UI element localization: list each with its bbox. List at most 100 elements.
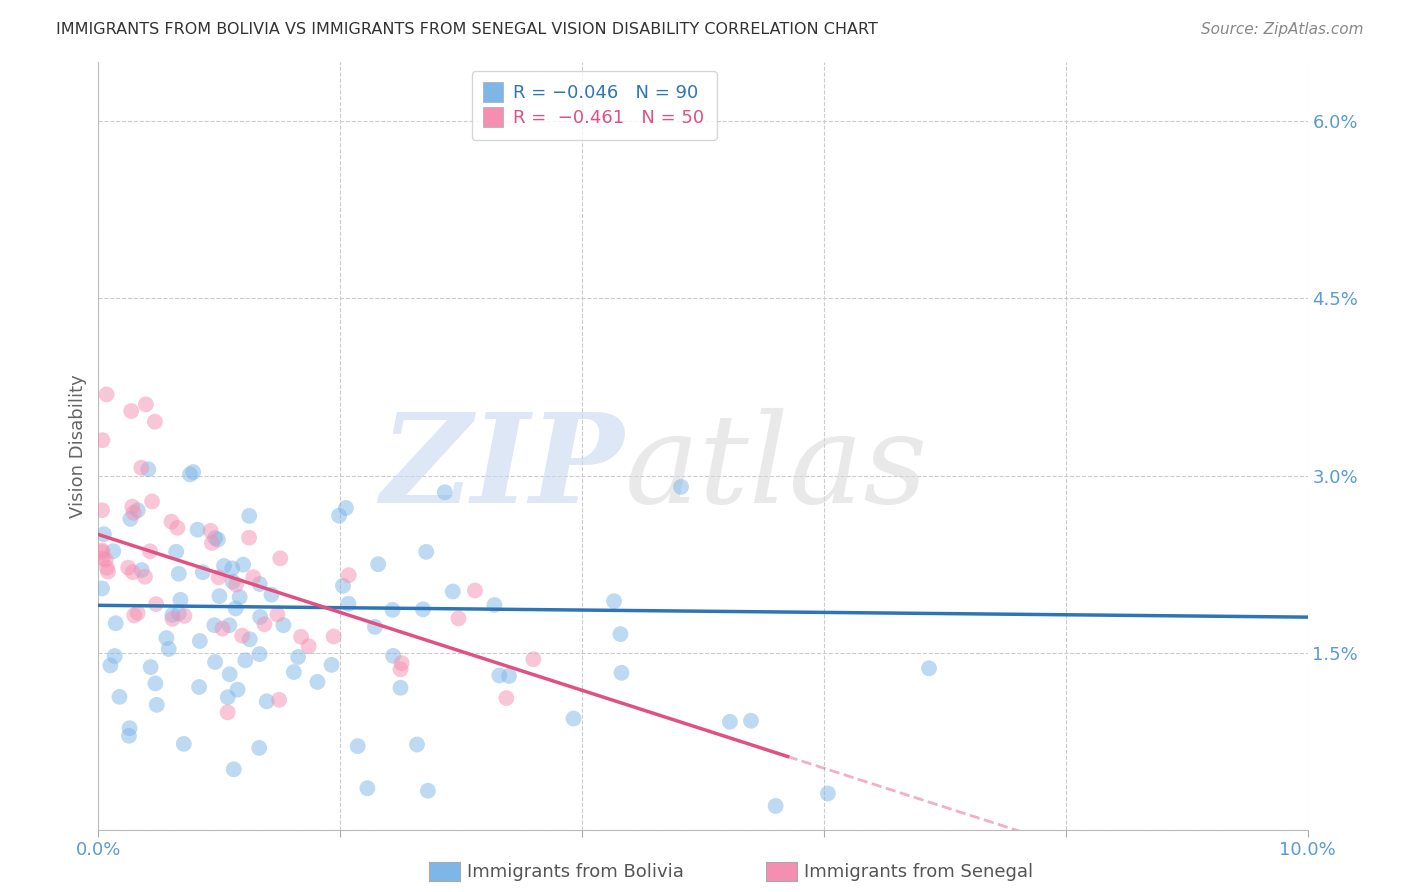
Point (382, 648, 405, 663)
Point (447, 611, 470, 625)
Point (266, 607, 288, 622)
Point (495, 691, 517, 706)
Point (488, 668, 510, 682)
Point (91, 543, 114, 558)
Point (222, 763, 245, 777)
Point (131, 563, 153, 577)
Point (287, 650, 309, 665)
Point (143, 415, 166, 429)
Point (217, 706, 239, 720)
Point (91, 582, 114, 596)
Point (232, 558, 254, 572)
Point (225, 601, 247, 615)
Point (108, 690, 131, 704)
Point (91, 551, 114, 566)
Point (242, 570, 264, 584)
Point (332, 579, 354, 593)
Point (484, 598, 506, 612)
Point (335, 500, 357, 515)
Point (391, 656, 413, 670)
Point (522, 652, 544, 666)
Point (217, 690, 239, 705)
Point (669, 480, 692, 494)
Point (415, 545, 437, 559)
Point (238, 531, 260, 545)
Point (267, 693, 290, 707)
Point (218, 667, 240, 681)
Point (356, 781, 378, 796)
Point (290, 630, 312, 644)
Point (412, 602, 434, 616)
Point (179, 467, 201, 482)
Point (367, 558, 389, 572)
Point (464, 583, 486, 598)
Point (231, 629, 253, 643)
Point (249, 577, 271, 591)
Point (162, 607, 184, 622)
Point (120, 404, 142, 418)
Point (256, 694, 278, 708)
Point (228, 590, 250, 604)
Point (222, 574, 245, 589)
Point (129, 460, 152, 475)
Point (283, 665, 305, 679)
Point (122, 608, 145, 623)
Point (97, 565, 120, 579)
Point (406, 738, 429, 752)
Point (117, 560, 139, 574)
Point (121, 565, 143, 579)
Point (328, 508, 350, 523)
Point (118, 729, 141, 743)
Point (249, 647, 271, 661)
Point (191, 565, 214, 579)
Point (166, 521, 188, 535)
Point (498, 669, 520, 683)
Text: IMMIGRANTS FROM BOLIVIA VS IMMIGRANTS FROM SENEGAL VISION DISABILITY CORRELATION: IMMIGRANTS FROM BOLIVIA VS IMMIGRANTS FR… (56, 22, 879, 37)
Point (233, 653, 256, 667)
Point (155, 631, 177, 645)
Y-axis label: Vision Disability: Vision Disability (69, 374, 87, 518)
Point (433, 485, 456, 500)
Point (718, 714, 741, 729)
Point (96, 560, 118, 574)
Point (249, 610, 271, 624)
Point (610, 665, 633, 680)
Point (169, 592, 191, 607)
Point (207, 533, 229, 547)
Point (298, 639, 321, 653)
Point (247, 740, 270, 755)
Point (188, 634, 211, 648)
Point (740, 714, 762, 728)
Point (96, 387, 118, 401)
Point (226, 682, 249, 697)
Point (603, 594, 626, 608)
Point (238, 508, 260, 523)
Text: Immigrants from Bolivia: Immigrants from Bolivia (467, 863, 683, 881)
Point (337, 568, 360, 582)
Point (273, 618, 295, 632)
Text: ZIP: ZIP (381, 409, 624, 530)
Legend: R = −0.046   N = 90, R =  −0.461   N = 50: R = −0.046 N = 90, R = −0.461 N = 50 (471, 71, 717, 140)
Point (208, 589, 231, 603)
Point (225, 577, 247, 591)
Point (173, 608, 195, 623)
Point (918, 661, 941, 675)
Point (201, 536, 224, 550)
Point (239, 632, 262, 647)
Point (103, 544, 125, 558)
Point (121, 500, 143, 514)
Point (204, 531, 226, 545)
Point (337, 597, 360, 611)
Point (145, 698, 167, 712)
Point (167, 607, 190, 621)
Point (817, 787, 839, 801)
Point (145, 676, 167, 690)
Point (181, 465, 204, 479)
Point (160, 515, 183, 529)
Point (173, 737, 195, 751)
Point (200, 524, 222, 538)
Point (187, 523, 209, 537)
Point (120, 512, 142, 526)
Point (204, 655, 226, 669)
Point (381, 603, 404, 617)
